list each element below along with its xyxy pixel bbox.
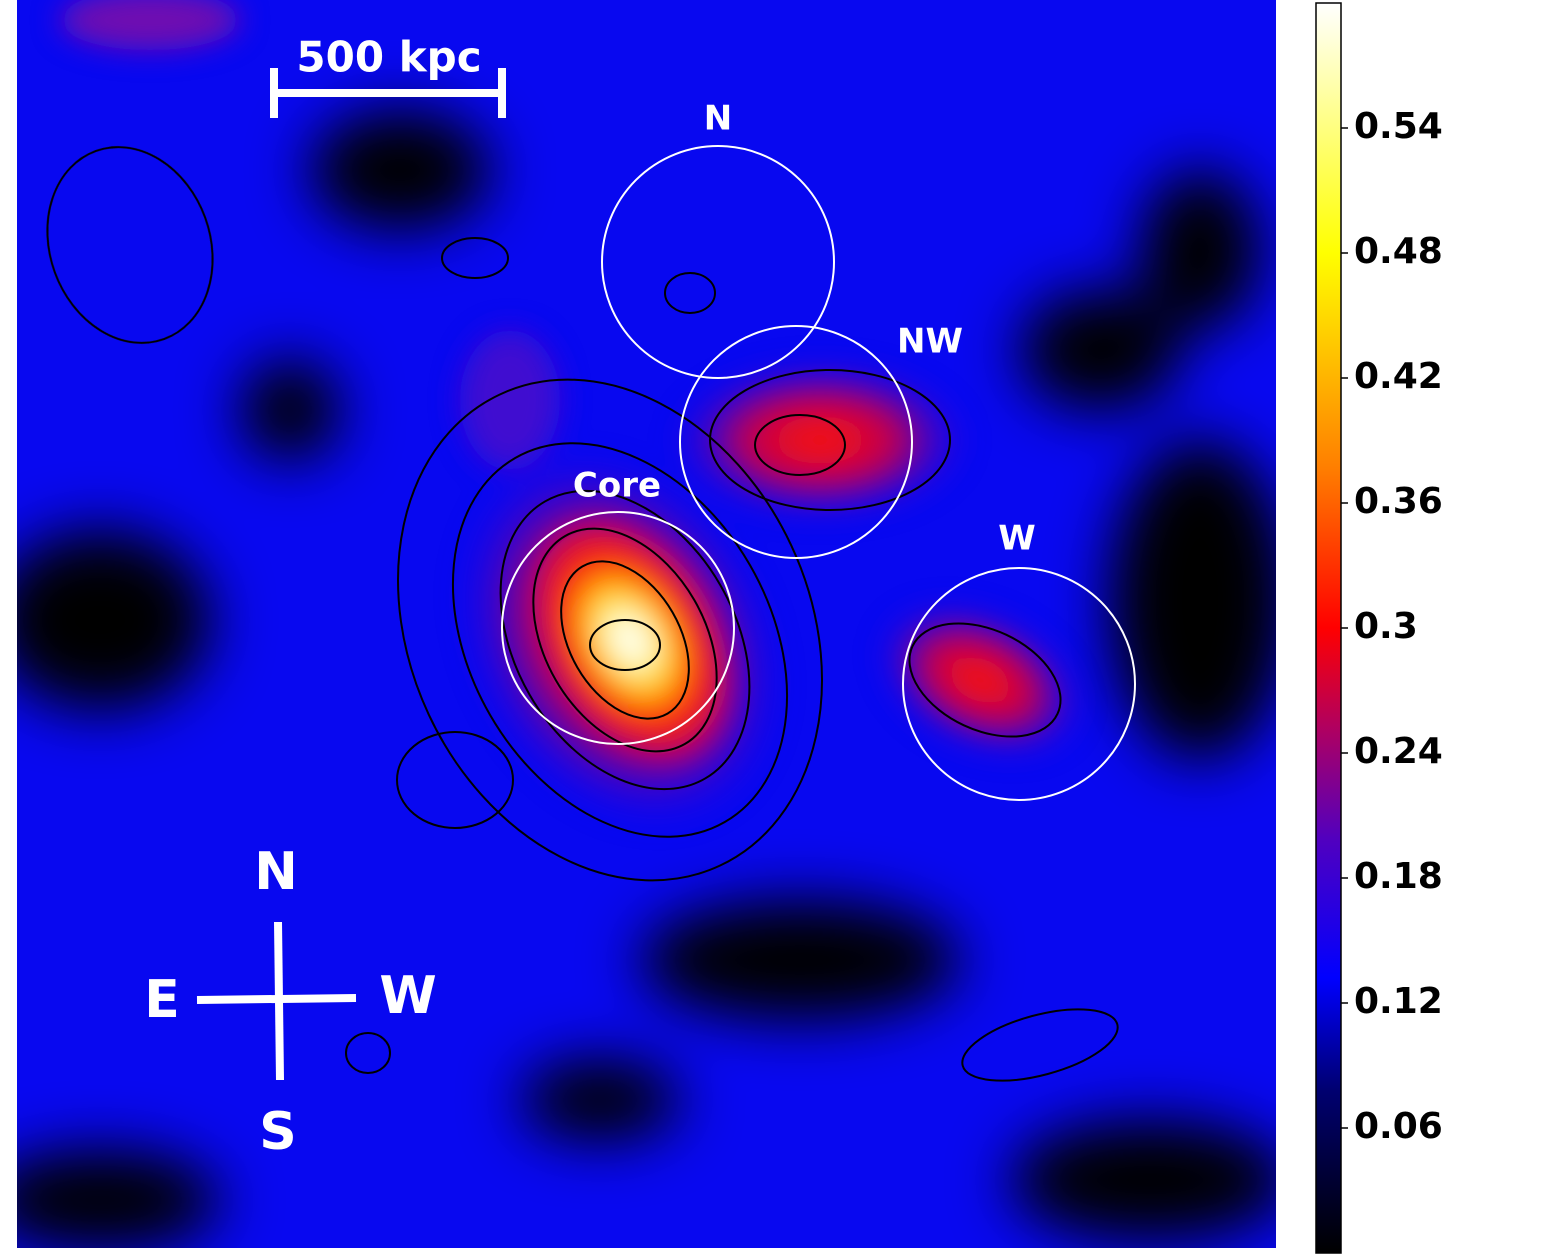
colorbar-tick-label: 0.3 xyxy=(1354,606,1418,647)
region-label: Core xyxy=(573,466,661,506)
compass-label: W xyxy=(379,966,436,1026)
compass-label: E xyxy=(144,970,180,1030)
region-label: NW xyxy=(897,322,963,362)
compass-label: S xyxy=(259,1102,296,1162)
region-label: W xyxy=(998,519,1036,559)
colorbar-tick-label: 0.06 xyxy=(1354,1106,1443,1147)
colorbar-tick-label: 0.54 xyxy=(1354,106,1443,147)
colorbar-tick-label: 0.36 xyxy=(1354,481,1443,522)
colorbar-tick-label: 0.18 xyxy=(1354,856,1443,897)
colorbar-tick-label: 0.48 xyxy=(1354,231,1443,272)
compass xyxy=(196,921,357,1081)
colorbar xyxy=(1315,2,1342,1254)
colorbar-tick-label: 0.24 xyxy=(1354,731,1443,772)
compass-label: N xyxy=(254,842,298,902)
region-label: N xyxy=(704,99,732,139)
map xyxy=(17,0,1276,1248)
scale-bar xyxy=(270,68,506,118)
scale-label: 500 kpc xyxy=(296,33,481,82)
colorbar-tick-label: 0.12 xyxy=(1354,981,1443,1022)
colorbar-tick-label: 0.42 xyxy=(1354,356,1443,397)
